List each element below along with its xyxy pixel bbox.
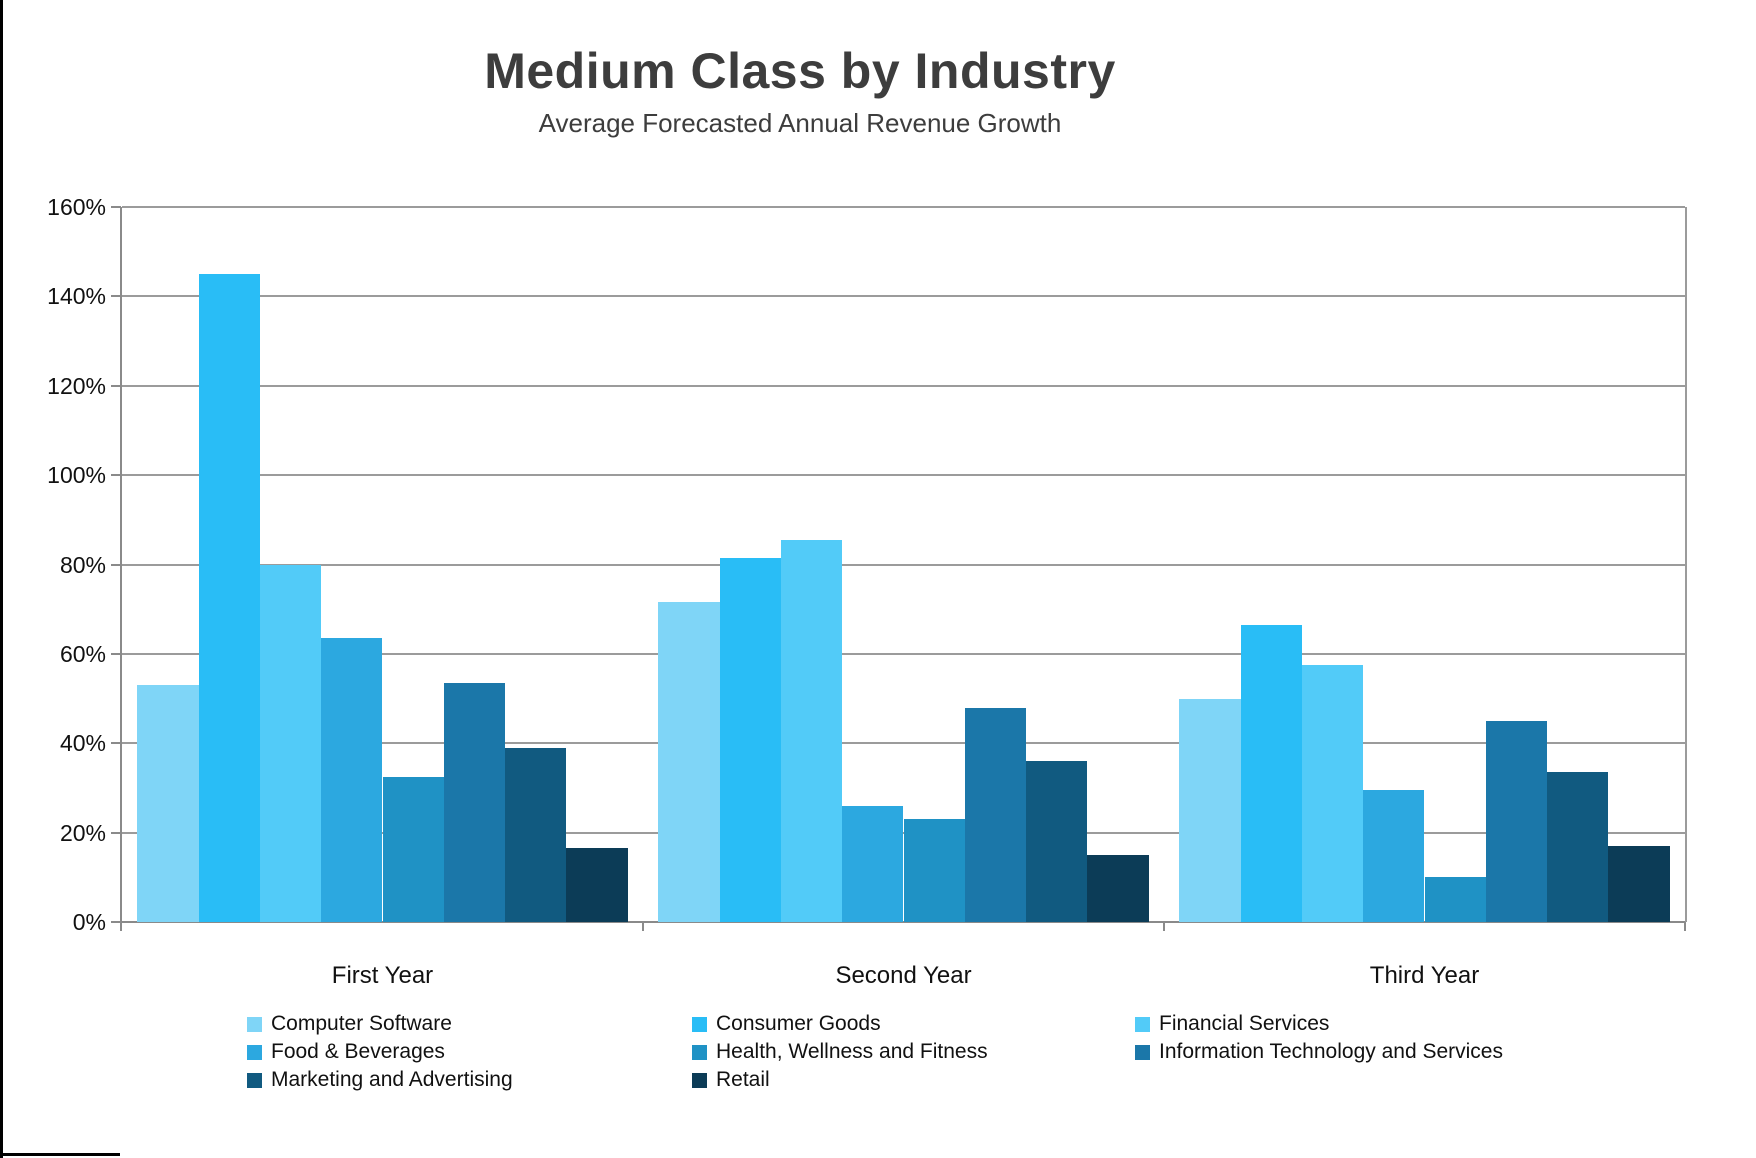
- legend-item-health-wellness-and-fitness: Health, Wellness and Fitness: [692, 1040, 988, 1064]
- y-tick-label-80: 80%: [59, 551, 106, 578]
- bar-consumer-goods-third-year: [1240, 624, 1302, 922]
- gridline-100: [122, 474, 1685, 477]
- bar-information-technology-and-services-second-year: [964, 707, 1027, 922]
- gridline-80: [122, 563, 1685, 566]
- y-axis-tick: [111, 295, 121, 298]
- legend-label: Food & Beverages: [271, 1040, 445, 1063]
- bar-consumer-goods-first-year: [198, 274, 260, 922]
- y-axis-line: [120, 207, 122, 931]
- legend: Computer Software Food & Beverages Marketi…: [0, 1012, 1756, 1104]
- y-axis-tick: [111, 742, 121, 745]
- bar-consumer-goods-second-year: [719, 557, 781, 922]
- y-axis-tick: [111, 921, 121, 923]
- x-category-label-second-year: Second Year: [835, 962, 972, 989]
- legend-item-marketing-and-advertising: Marketing and Advertising: [247, 1068, 513, 1092]
- gridline-60: [122, 652, 1685, 655]
- chart-subtitle: Average Forecasted Annual Revenue Growth: [538, 108, 1062, 138]
- bar-information-technology-and-services-first-year: [443, 682, 506, 922]
- x-category-label-first-year: First Year: [331, 962, 434, 989]
- y-axis-tick: [111, 384, 121, 387]
- bar-information-technology-and-services-third-year: [1485, 720, 1548, 922]
- legend-item-consumer-goods: Consumer Goods: [692, 1012, 881, 1036]
- legend-swatch-icon: [1135, 1016, 1150, 1032]
- bar-health-wellness-and-fitness-second-year: [903, 819, 965, 922]
- bar-food-beverages-third-year: [1363, 790, 1425, 922]
- bar-health-wellness-and-fitness-third-year: [1424, 877, 1486, 922]
- bar-food-beverages-second-year: [842, 805, 904, 922]
- page-bottom-border: [0, 1153, 120, 1156]
- x-category-label-third-year: Third Year: [1369, 962, 1480, 989]
- plot-area: [122, 206, 1687, 923]
- legend-label: Information Technology and Services: [1159, 1040, 1503, 1063]
- legend-item-food-beverages: Food & Beverages: [247, 1040, 445, 1064]
- legend-swatch-icon: [247, 1016, 262, 1032]
- gridline-40: [122, 742, 1685, 745]
- bar-financial-services-second-year: [780, 539, 843, 922]
- legend-swatch-icon: [692, 1016, 707, 1032]
- legend-item-information-technology-and-services: Information Technology and Services: [1135, 1040, 1503, 1064]
- legend-swatch-icon: [692, 1044, 707, 1060]
- y-axis-tick: [111, 652, 121, 655]
- legend-label: Retail: [716, 1068, 770, 1091]
- chart-title: Medium Class by Industry: [484, 43, 1116, 99]
- y-tick-label-160: 160%: [47, 194, 106, 220]
- bar-financial-services-third-year: [1301, 665, 1364, 922]
- bar-marketing-and-advertising-second-year: [1026, 761, 1088, 922]
- y-tick-label-0: 0%: [72, 909, 106, 935]
- bar-computer-software-third-year: [1179, 698, 1241, 922]
- legend-item-computer-software: Computer Software: [247, 1012, 452, 1036]
- title-block: Medium Class by Industry Average Forecas…: [0, 0, 1600, 139]
- bar-retail-first-year: [566, 848, 628, 922]
- bar-computer-software-second-year: [658, 602, 720, 922]
- y-axis-tick: [111, 474, 121, 477]
- legend-item-financial-services: Financial Services: [1135, 1012, 1329, 1036]
- legend-label: Health, Wellness and Fitness: [716, 1040, 988, 1063]
- y-tick-label-120: 120%: [47, 372, 106, 399]
- gridline-140: [122, 295, 1685, 298]
- y-tick-label-40: 40%: [59, 730, 106, 757]
- y-tick-label-100: 100%: [47, 462, 106, 489]
- legend-item-retail: Retail: [692, 1068, 770, 1092]
- legend-swatch-icon: [247, 1044, 262, 1060]
- bar-marketing-and-advertising-first-year: [505, 747, 567, 922]
- x-axis-tick: [1163, 922, 1165, 931]
- bar-health-wellness-and-fitness-first-year: [382, 776, 444, 922]
- x-axis-tick: [642, 922, 644, 931]
- bar-financial-services-first-year: [259, 564, 322, 922]
- legend-swatch-icon: [692, 1072, 707, 1088]
- bar-computer-software-first-year: [137, 685, 199, 922]
- gridline-160: [122, 206, 1685, 208]
- gridline-120: [122, 384, 1685, 387]
- y-axis-tick: [111, 563, 121, 566]
- bar-food-beverages-first-year: [321, 638, 383, 922]
- legend-label: Computer Software: [271, 1012, 452, 1035]
- y-tick-label-60: 60%: [59, 640, 106, 667]
- bar-marketing-and-advertising-third-year: [1547, 772, 1609, 922]
- bar-retail-second-year: [1087, 854, 1149, 922]
- y-tick-label-140: 140%: [47, 283, 106, 310]
- y-tick-label-20: 20%: [59, 819, 106, 846]
- legend-label: Financial Services: [1159, 1012, 1330, 1035]
- bar-retail-third-year: [1608, 846, 1670, 922]
- page-left-border: [0, 0, 3, 1158]
- y-axis-tick: [111, 206, 121, 208]
- y-axis-tick: [111, 831, 121, 834]
- legend-swatch-icon: [247, 1072, 262, 1088]
- legend-label: Marketing and Advertising: [271, 1068, 513, 1091]
- x-axis-tick: [1684, 922, 1686, 931]
- legend-swatch-icon: [1135, 1044, 1150, 1060]
- gridline-0: [122, 921, 1685, 923]
- legend-label: Consumer Goods: [716, 1012, 881, 1035]
